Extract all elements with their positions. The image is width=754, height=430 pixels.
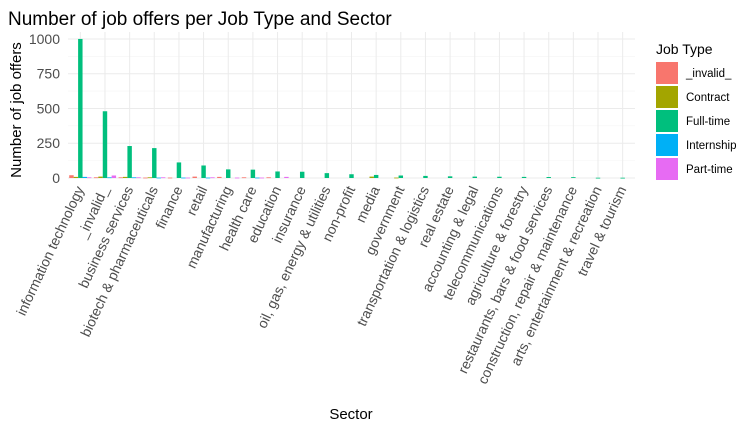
- bar-invalid-finance: [167, 177, 173, 179]
- bar-full-time-retail: [201, 165, 206, 178]
- bar-internship-finance: [181, 177, 186, 179]
- bar-part-time-education: [284, 176, 289, 178]
- bar-invalid-invalid: [93, 177, 99, 179]
- bar-full-time-oil-gas-energy-utilities: [324, 173, 330, 178]
- legend-swatch-invalid: [656, 62, 678, 84]
- bar-full-time-invalid: [102, 111, 108, 178]
- x-tick-label: information technology: [13, 184, 87, 318]
- x-axis-category-labels: information technology_invalid_business …: [13, 183, 629, 386]
- bar-invalid-information-technology: [69, 175, 74, 178]
- bar-full-time-telecommunications: [497, 176, 502, 178]
- bar-full-time-media: [373, 174, 379, 178]
- bar-contract-invalid: [98, 176, 103, 178]
- bar-full-time-information-technology: [78, 38, 83, 179]
- bar-full-time-real-estate: [447, 176, 453, 178]
- bar-part-time-health-care: [259, 177, 264, 179]
- bar-part-time-information-technology: [86, 177, 92, 179]
- y-tick-label: 750: [37, 66, 61, 82]
- bar-full-time-health-care: [250, 169, 256, 178]
- bar-full-time-accounting-legal: [472, 176, 477, 178]
- bar-invalid-retail: [192, 176, 197, 178]
- bar-full-time-business-services: [127, 146, 132, 178]
- bar-full-time-insurance: [299, 171, 305, 178]
- bar-invalid-biotech-pharmaceuticals: [143, 177, 148, 179]
- y-axis-title: Number of job offers: [8, 42, 25, 178]
- y-tick-label: 250: [37, 135, 61, 151]
- legend-label-internship: Internship: [686, 140, 737, 152]
- bar-full-time-arts-entertainment-recreation: [595, 177, 601, 179]
- bar-contract-information-technology: [73, 176, 79, 178]
- bar-internship-health-care: [255, 177, 260, 179]
- chart-title: Number of job offers per Job Type and Se…: [8, 9, 392, 30]
- x-axis-title: Sector: [329, 406, 372, 423]
- bar-part-time-biotech-pharmaceuticals: [160, 177, 166, 179]
- legend-swatch-contract: [656, 86, 678, 108]
- y-tick-label: 1000: [29, 31, 60, 47]
- legend-swatch-internship: [656, 134, 678, 156]
- bar-full-time-government: [398, 175, 404, 178]
- legend-swatch-part-time: [656, 158, 678, 180]
- bar-contract-biotech-pharmaceuticals: [147, 177, 153, 179]
- bar-part-time-manufacturing: [234, 177, 240, 179]
- bar-invalid-education: [266, 177, 271, 179]
- bar-full-time-manufacturing: [226, 169, 231, 178]
- legend-label-full-time: Full-time: [686, 116, 730, 128]
- legend-swatch-full-time: [656, 110, 678, 132]
- bars: [69, 38, 625, 179]
- bar-full-time-construction-repair-maintenance: [571, 177, 576, 178]
- bar-full-time-non-profit: [349, 174, 354, 178]
- legend: Job Type _invalid_ Contract Full-time Inter…: [656, 41, 737, 180]
- legend-label-invalid: _invalid_: [685, 68, 732, 80]
- bar-full-time-finance: [176, 162, 182, 178]
- y-axis-ticks: 0 250 500 750 1000: [29, 31, 60, 186]
- bar-internship-information-technology: [82, 176, 87, 178]
- bar-part-time-finance: [185, 177, 191, 179]
- bar-contract-government: [394, 177, 399, 179]
- bar-full-time-transportation-logistics: [423, 175, 428, 178]
- bar-internship-biotech-pharmaceuticals: [156, 177, 161, 179]
- bar-internship-retail: [205, 177, 211, 179]
- y-tick-label: 0: [52, 170, 60, 186]
- bar-contract-media: [369, 176, 374, 178]
- bar-part-time-invalid: [111, 175, 117, 178]
- bar-full-time-agriculture-forestry: [521, 176, 527, 178]
- bar-full-time-education: [275, 171, 280, 178]
- legend-title: Job Type: [656, 41, 713, 57]
- bar-internship-invalid: [107, 177, 112, 179]
- bar-full-time-travel-tourism: [620, 177, 625, 179]
- bar-full-time-biotech-pharmaceuticals: [152, 148, 157, 178]
- legend-label-contract: Contract: [686, 92, 730, 104]
- bar-internship-business-services: [131, 177, 137, 179]
- bar-invalid-business-services: [118, 177, 123, 179]
- y-tick-label: 500: [37, 100, 61, 116]
- bar-invalid-manufacturing: [217, 176, 222, 178]
- bar-full-time-restaurants-bars-food-services: [546, 177, 551, 178]
- legend-label-part-time: Part-time: [686, 164, 733, 176]
- bar-contract-business-services: [122, 176, 128, 178]
- bar-part-time-retail: [210, 177, 215, 179]
- bar-invalid-health-care: [241, 177, 247, 179]
- bar-part-time-business-services: [136, 177, 141, 179]
